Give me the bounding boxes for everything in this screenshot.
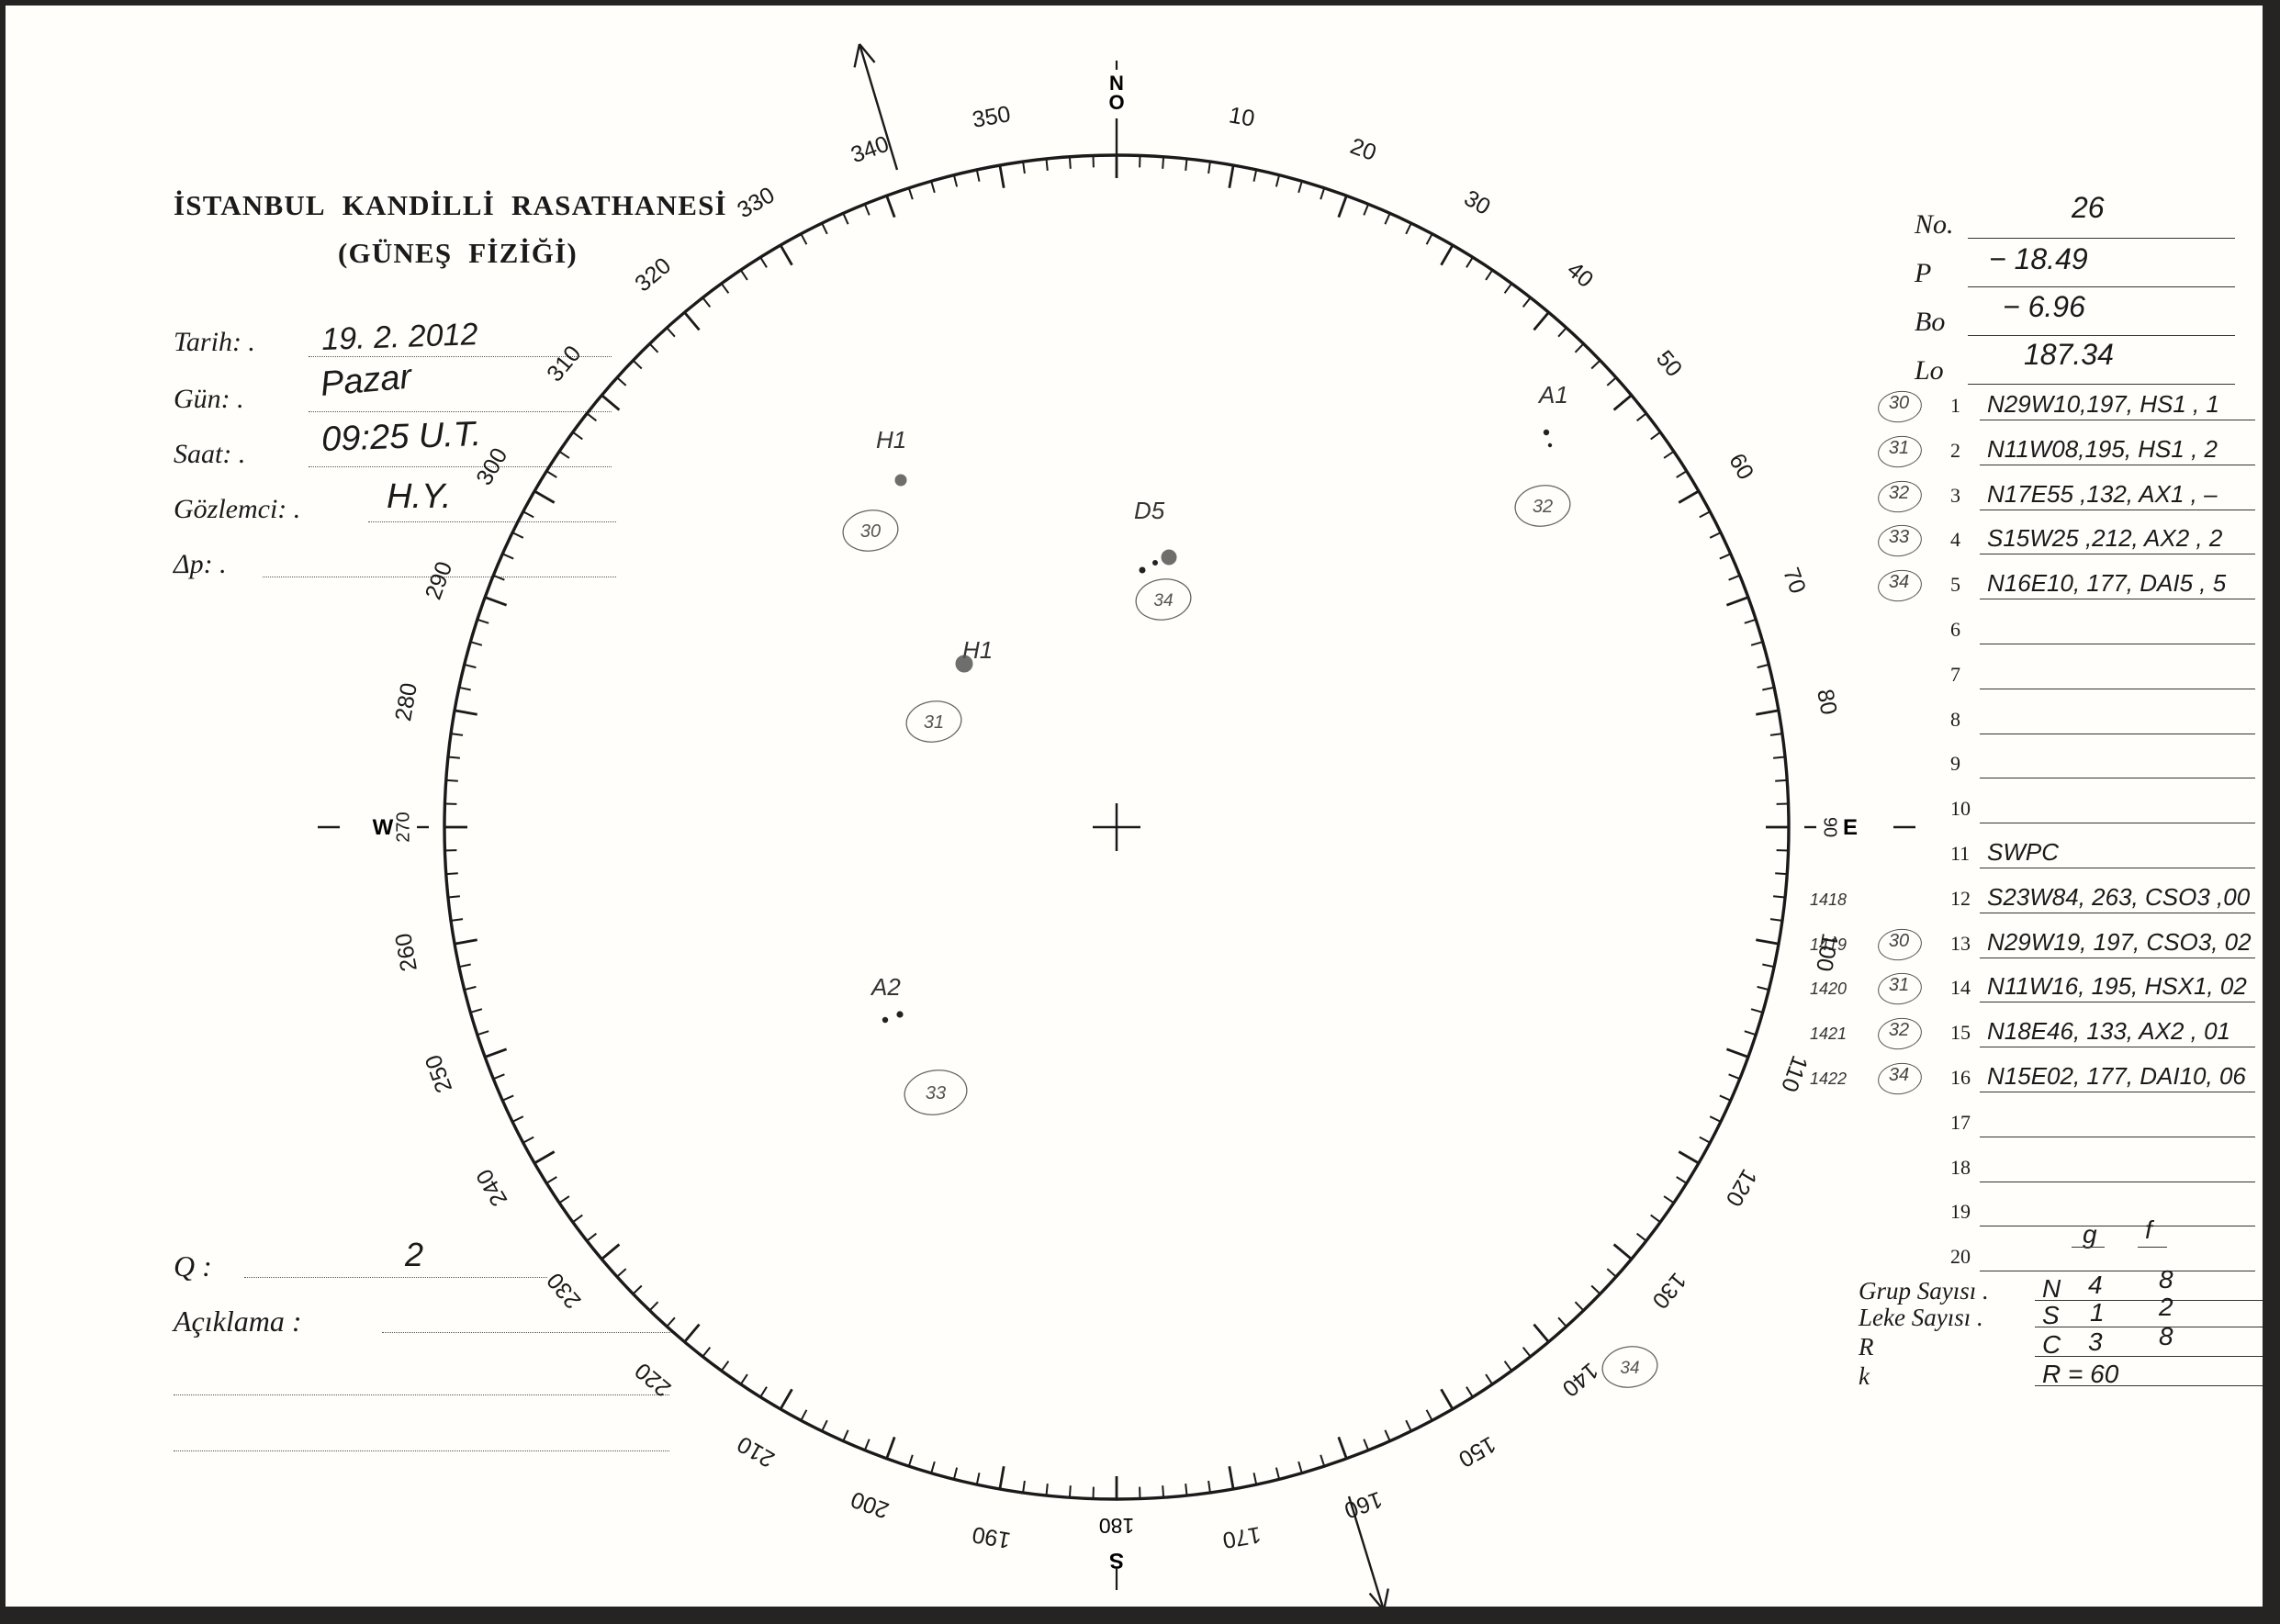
svg-text:210: 210 <box>733 1431 779 1473</box>
svg-text:180: 180 <box>1099 1514 1134 1538</box>
svg-text:O: O <box>1108 91 1124 114</box>
svg-text:30: 30 <box>1460 185 1495 220</box>
svg-text:100: 100 <box>1811 931 1843 973</box>
svg-text:70: 70 <box>1778 565 1811 598</box>
svg-text:A1: A1 <box>1537 381 1568 409</box>
svg-text:A2: A2 <box>870 973 901 1001</box>
svg-text:310: 310 <box>542 341 586 386</box>
svg-text:170: 170 <box>1220 1521 1263 1553</box>
svg-text:90: 90 <box>1820 817 1840 837</box>
svg-text:150: 150 <box>1454 1431 1500 1473</box>
svg-text:H1: H1 <box>876 426 906 454</box>
svg-text:160: 160 <box>1341 1486 1386 1524</box>
svg-text:40: 40 <box>1562 257 1598 293</box>
svg-text:340: 340 <box>848 131 893 169</box>
svg-text:20: 20 <box>1347 133 1380 166</box>
svg-text:280: 280 <box>390 681 422 723</box>
svg-text:31: 31 <box>924 712 944 733</box>
svg-text:220: 220 <box>630 1358 676 1402</box>
svg-text:350: 350 <box>971 101 1013 133</box>
svg-text:140: 140 <box>1557 1358 1603 1402</box>
svg-text:120: 120 <box>1721 1165 1762 1211</box>
svg-text:270: 270 <box>393 812 413 842</box>
svg-text:250: 250 <box>421 1051 458 1096</box>
svg-text:300: 300 <box>471 443 512 489</box>
svg-text:240: 240 <box>471 1165 512 1211</box>
svg-text:190: 190 <box>971 1521 1013 1553</box>
svg-text:10: 10 <box>1227 102 1256 131</box>
svg-text:30: 30 <box>860 521 881 542</box>
svg-text:50: 50 <box>1651 346 1687 382</box>
svg-text:330: 330 <box>733 182 779 223</box>
svg-text:W: W <box>373 815 394 840</box>
svg-text:34: 34 <box>1620 1359 1639 1378</box>
svg-text:290: 290 <box>421 558 458 603</box>
svg-text:E: E <box>1843 815 1858 840</box>
svg-text:D5: D5 <box>1134 497 1165 524</box>
svg-text:80: 80 <box>1812 688 1841 717</box>
svg-text:130: 130 <box>1647 1268 1691 1314</box>
svg-text:260: 260 <box>390 931 422 973</box>
svg-text:60: 60 <box>1724 449 1758 484</box>
svg-text:200: 200 <box>848 1486 893 1524</box>
svg-text:34: 34 <box>1153 591 1173 610</box>
svg-text:32: 32 <box>1533 497 1553 517</box>
svg-text:33: 33 <box>926 1083 946 1103</box>
svg-text:230: 230 <box>542 1268 586 1314</box>
svg-text:320: 320 <box>630 252 676 297</box>
svg-text:110: 110 <box>1776 1052 1813 1095</box>
